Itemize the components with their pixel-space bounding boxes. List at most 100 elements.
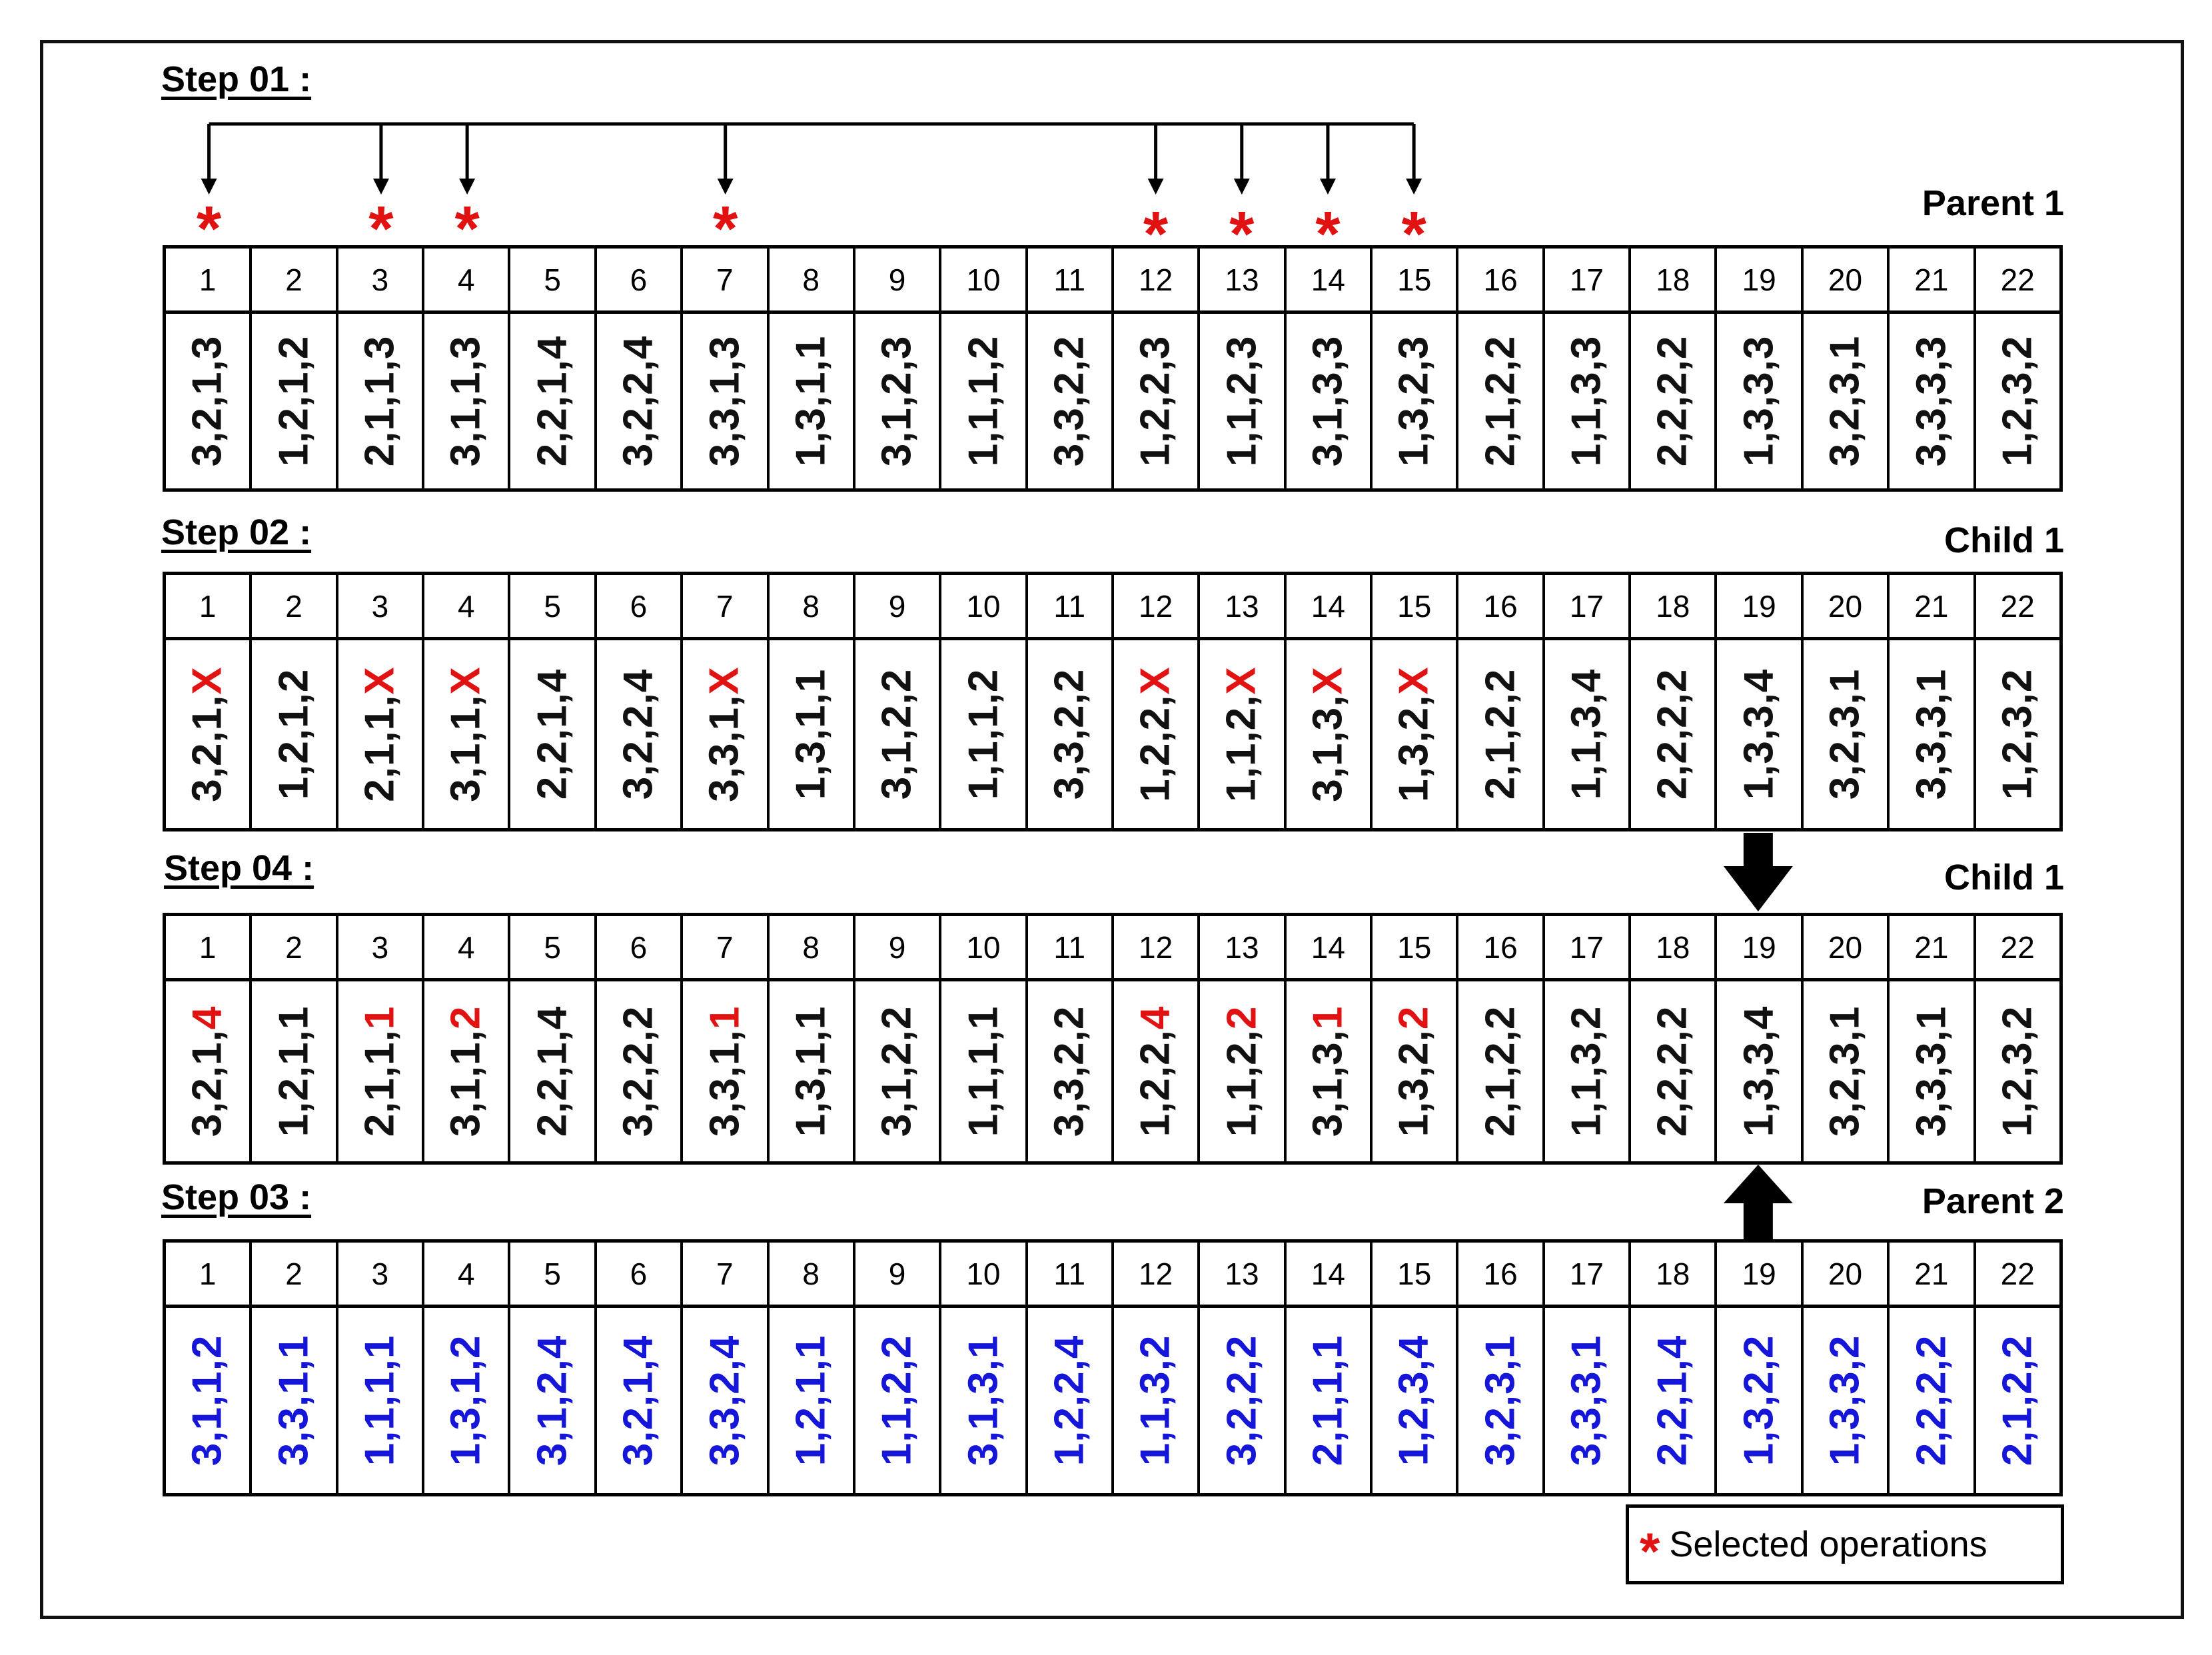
arrowhead-icon — [459, 179, 476, 195]
index-cell: 21 — [1890, 916, 1976, 978]
index-cell: 5 — [510, 1243, 597, 1305]
operation-cell: 3,1,2,4 — [510, 1308, 597, 1493]
index-cell: 18 — [1631, 916, 1718, 978]
index-cell: 18 — [1631, 1243, 1718, 1305]
down-arrow-icon — [1723, 833, 1793, 911]
operation-cell: 3,3,3,3 — [1890, 314, 1976, 488]
index-cell: 5 — [510, 916, 597, 978]
index-row: 1 2 3 4 5 6 7 8 9 10 11 12 13 14 15 16 17 18 19 20 21 22 — [166, 1243, 2059, 1308]
index-cell: 11 — [1028, 1243, 1114, 1305]
index-cell: 20 — [1804, 916, 1890, 978]
index-cell: 11 — [1028, 575, 1114, 637]
operation-cell: 1,3,1,2 — [424, 1308, 511, 1493]
index-cell: 20 — [1804, 1243, 1890, 1305]
operation-cell: 3,2,1,4 — [597, 1308, 684, 1493]
operation-cell: 1,1,1,1 — [338, 1308, 425, 1493]
operation-cell: 2,2,1,4 — [510, 314, 597, 488]
index-cell: 19 — [1717, 249, 1804, 310]
operation-cell: 3,3,1,1 — [683, 981, 770, 1161]
operation-cell: 1,3,2,X — [1373, 640, 1459, 828]
index-cell: 15 — [1373, 575, 1459, 637]
index-cell: 2 — [252, 249, 338, 310]
operation-cell: 3,1,2,2 — [855, 981, 942, 1161]
selected-operation-asterisk: * — [712, 193, 738, 265]
operation-cell: 1,3,1,1 — [770, 314, 855, 488]
index-cell: 11 — [1028, 916, 1114, 978]
index-cell: 8 — [770, 1243, 855, 1305]
selected-operation-asterisk: * — [368, 193, 394, 265]
index-cell: 3 — [338, 1243, 425, 1305]
child-1-result-grid: 1 2 3 4 5 6 7 8 9 10 11 12 13 14 15 16 17 18 19 20 21 22 3,2,1… — [163, 913, 2063, 1165]
operation-cell: 3,1,1,3 — [424, 314, 511, 488]
operation-cell: 3,2,3,1 — [1804, 981, 1890, 1161]
operation-cell: 2,1,1,1 — [338, 981, 425, 1161]
index-cell: 3 — [338, 575, 425, 637]
operation-cell: 1,3,1,1 — [770, 640, 855, 828]
parent-1-grid: 1 2 3 4 5 6 7 8 9 10 11 12 13 14 15 16 17 18 19 20 21 22 3,2,1… — [163, 245, 2063, 492]
index-cell: 7 — [683, 916, 770, 978]
operation-cell: 2,1,1,1 — [1287, 1308, 1373, 1493]
operation-cell: 3,1,3,1 — [1287, 981, 1373, 1161]
index-cell: 1 — [166, 249, 253, 310]
operation-cell: 1,2,1,1 — [770, 1308, 855, 1493]
index-cell: 16 — [1458, 249, 1545, 310]
operation-cell: 3,2,1,4 — [166, 981, 253, 1161]
operation-cell: 3,2,3,1 — [1458, 1308, 1545, 1493]
index-cell: 10 — [941, 916, 1028, 978]
arrowhead-icon — [372, 179, 389, 195]
operation-cell: 1,3,3,4 — [1717, 981, 1804, 1161]
index-cell: 18 — [1631, 575, 1718, 637]
asterisk-icon: * — [1640, 1522, 1660, 1580]
arrowhead-icon — [201, 179, 217, 195]
index-cell: 16 — [1458, 575, 1545, 637]
index-cell: 22 — [2000, 1256, 2035, 1291]
operation-cell: 3,2,2,4 — [597, 640, 684, 828]
index-cell: 2 — [252, 1243, 338, 1305]
index-cell: 15 — [1373, 1243, 1459, 1305]
operation-cell: 3,2,1,3 — [166, 314, 253, 488]
operation-cell: 2,1,1,X — [338, 640, 425, 828]
index-cell: 12 — [1114, 916, 1201, 978]
operation-cell: 3,1,2,2 — [855, 640, 942, 828]
operation-cell: 2,1,2,2 — [1458, 314, 1545, 488]
operation-cell: 2,2,2,2 — [1631, 640, 1718, 828]
operation-cell: 3,2,1,X — [166, 640, 253, 828]
index-cell: 8 — [770, 249, 855, 310]
operation-row: 3,2,1,X 1,2,1,2 2,1,1,X 3,1,1,X 2,2,1,4 3,2,2… — [166, 640, 2059, 828]
index-cell: 2 — [252, 916, 338, 978]
index-cell: 7 — [683, 249, 770, 310]
operation-cell: 3,3,2,2 — [1028, 640, 1114, 828]
arrowhead-icon — [1147, 179, 1164, 195]
operation-cell: 3,2,2,2 — [597, 981, 684, 1161]
index-cell: 14 — [1287, 916, 1373, 978]
operation-cell: 2,2,2,2 — [1890, 1308, 1976, 1493]
operation-cell: 2,1,1,3 — [338, 314, 425, 488]
selected-operation-asterisk: * — [1143, 199, 1169, 270]
arrowhead-icon — [1233, 179, 1250, 195]
operation-row: 3,1,1,2 3,3,1,1 1,1,1,1 1,3,1,2 3,1,2,4 3,2,1… — [166, 1308, 2059, 1493]
operation-cell: 3,3,2,4 — [683, 1308, 770, 1493]
index-cell: 11 — [1028, 249, 1114, 310]
index-cell: 17 — [1545, 575, 1632, 637]
selected-operation-asterisk: * — [196, 193, 222, 265]
operation-cell: 1,1,2,X — [1200, 640, 1287, 828]
index-cell: 18 — [1631, 249, 1718, 310]
operation-cell: 2,2,1,4 — [1631, 1308, 1718, 1493]
index-cell: 1 — [166, 916, 253, 978]
operation-cell: 2,2,1,4 — [510, 640, 597, 828]
index-cell: 9 — [855, 249, 942, 310]
operation-cell: 3,1,1,2 — [166, 1308, 253, 1493]
selected-operation-asterisk: * — [454, 193, 480, 265]
operation-cell: 3,2,3,1 — [1804, 640, 1890, 828]
index-cell: 13 — [1200, 1243, 1287, 1305]
operation-cell: 3,3,1,X — [683, 640, 770, 828]
operation-cell: 3,2,2,2 — [1200, 1308, 1287, 1493]
selected-operation-asterisk: * — [1229, 199, 1255, 270]
operation-cell: 3,1,3,X — [1287, 640, 1373, 828]
operation-cell: 1,2,2,3 — [1114, 314, 1201, 488]
operation-cell: 1,3,3,4 — [1717, 640, 1804, 828]
operation-cell: 1,1,1,2 — [941, 314, 1028, 488]
selected-operation-asterisk: * — [1401, 199, 1426, 270]
index-cell: 8 — [770, 575, 855, 637]
operation-row: 3,2,1,4 1,2,1,1 2,1,1,1 3,1,1,2 2,2,1,4 3,2,2… — [166, 981, 2059, 1161]
